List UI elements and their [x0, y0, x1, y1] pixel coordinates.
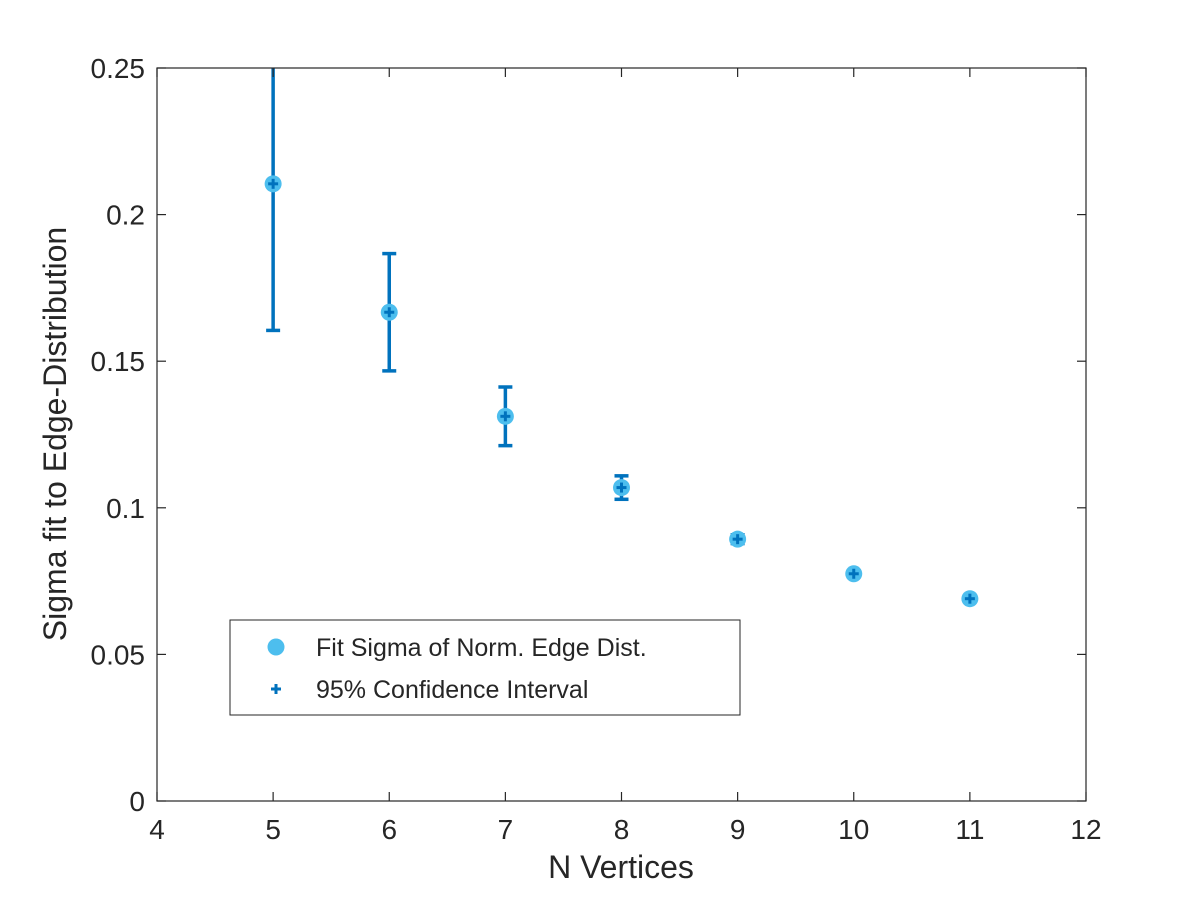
x-axis-label: N Vertices	[548, 849, 694, 885]
x-tick-label: 9	[730, 814, 746, 845]
x-tick-label: 11	[955, 814, 984, 845]
y-tick-label: 0	[129, 786, 145, 817]
x-tick-label: 7	[498, 814, 514, 845]
y-tick-label: 0.1	[106, 493, 145, 524]
y-tick-label: 0.15	[91, 346, 146, 377]
axis-ticks: 4 5 6 7 8 9 10 11 12 0 0.05 0.1 0.15 0.2 0.25	[91, 53, 1102, 845]
x-tick-label: 6	[381, 814, 397, 845]
data-points	[264, 175, 979, 608]
x-tick-label: 8	[614, 814, 630, 845]
y-axis-label: Sigma fit to Edge-Distribution	[37, 227, 73, 641]
x-tick-label: 4	[149, 814, 165, 845]
y-tick-label: 0.2	[106, 200, 145, 231]
y-tick-label: 0.05	[91, 639, 146, 670]
legend: Fit Sigma of Norm. Edge Dist. 95% Confide…	[229, 619, 741, 716]
legend-fit-sigma-marker	[267, 638, 285, 656]
x-tick-label: 10	[838, 814, 869, 845]
y-tick-label: 0.25	[91, 53, 146, 84]
x-tick-label: 12	[1070, 814, 1101, 845]
legend-box	[229, 619, 741, 716]
x-tick-label: 5	[265, 814, 281, 845]
legend-label-fit-sigma: Fit Sigma of Norm. Edge Dist.	[316, 634, 647, 662]
legend-label-confidence-interval: 95% Confidence Interval	[316, 676, 588, 704]
